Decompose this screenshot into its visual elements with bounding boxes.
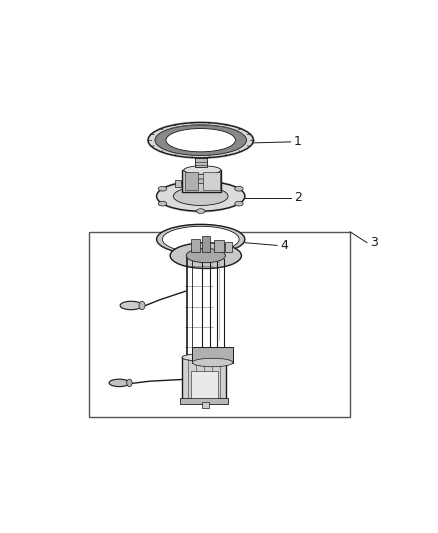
Ellipse shape [156,181,245,211]
Bar [214,240,224,252]
Ellipse shape [147,121,254,159]
Bar [175,180,181,187]
Text: 3: 3 [371,236,378,249]
Bar [88,232,350,417]
Text: 2: 2 [294,191,302,204]
Ellipse shape [235,201,243,206]
Ellipse shape [139,301,145,310]
Ellipse shape [173,187,228,205]
Ellipse shape [186,248,226,263]
Bar [194,158,207,167]
Ellipse shape [197,179,205,184]
Text: 1: 1 [294,135,302,148]
Ellipse shape [109,379,130,386]
Bar [191,370,218,398]
Bar [185,172,198,190]
Ellipse shape [170,243,241,269]
Ellipse shape [158,201,167,206]
Ellipse shape [184,166,221,174]
Ellipse shape [156,180,246,213]
Text: 4: 4 [280,239,288,252]
Ellipse shape [197,209,205,214]
Ellipse shape [182,353,226,361]
Ellipse shape [127,379,132,386]
Bar [182,170,221,192]
Bar [182,358,226,400]
Ellipse shape [155,125,247,156]
Ellipse shape [235,187,243,191]
Bar [203,172,220,190]
Bar [226,242,232,252]
Bar [202,402,209,408]
Ellipse shape [156,224,245,254]
Ellipse shape [158,187,167,191]
Ellipse shape [162,227,239,252]
Ellipse shape [192,358,233,367]
Ellipse shape [148,123,253,158]
Ellipse shape [166,128,236,152]
Bar [192,347,233,362]
Bar [180,398,228,404]
Bar [191,239,200,252]
Ellipse shape [120,301,142,310]
Bar [202,237,210,252]
